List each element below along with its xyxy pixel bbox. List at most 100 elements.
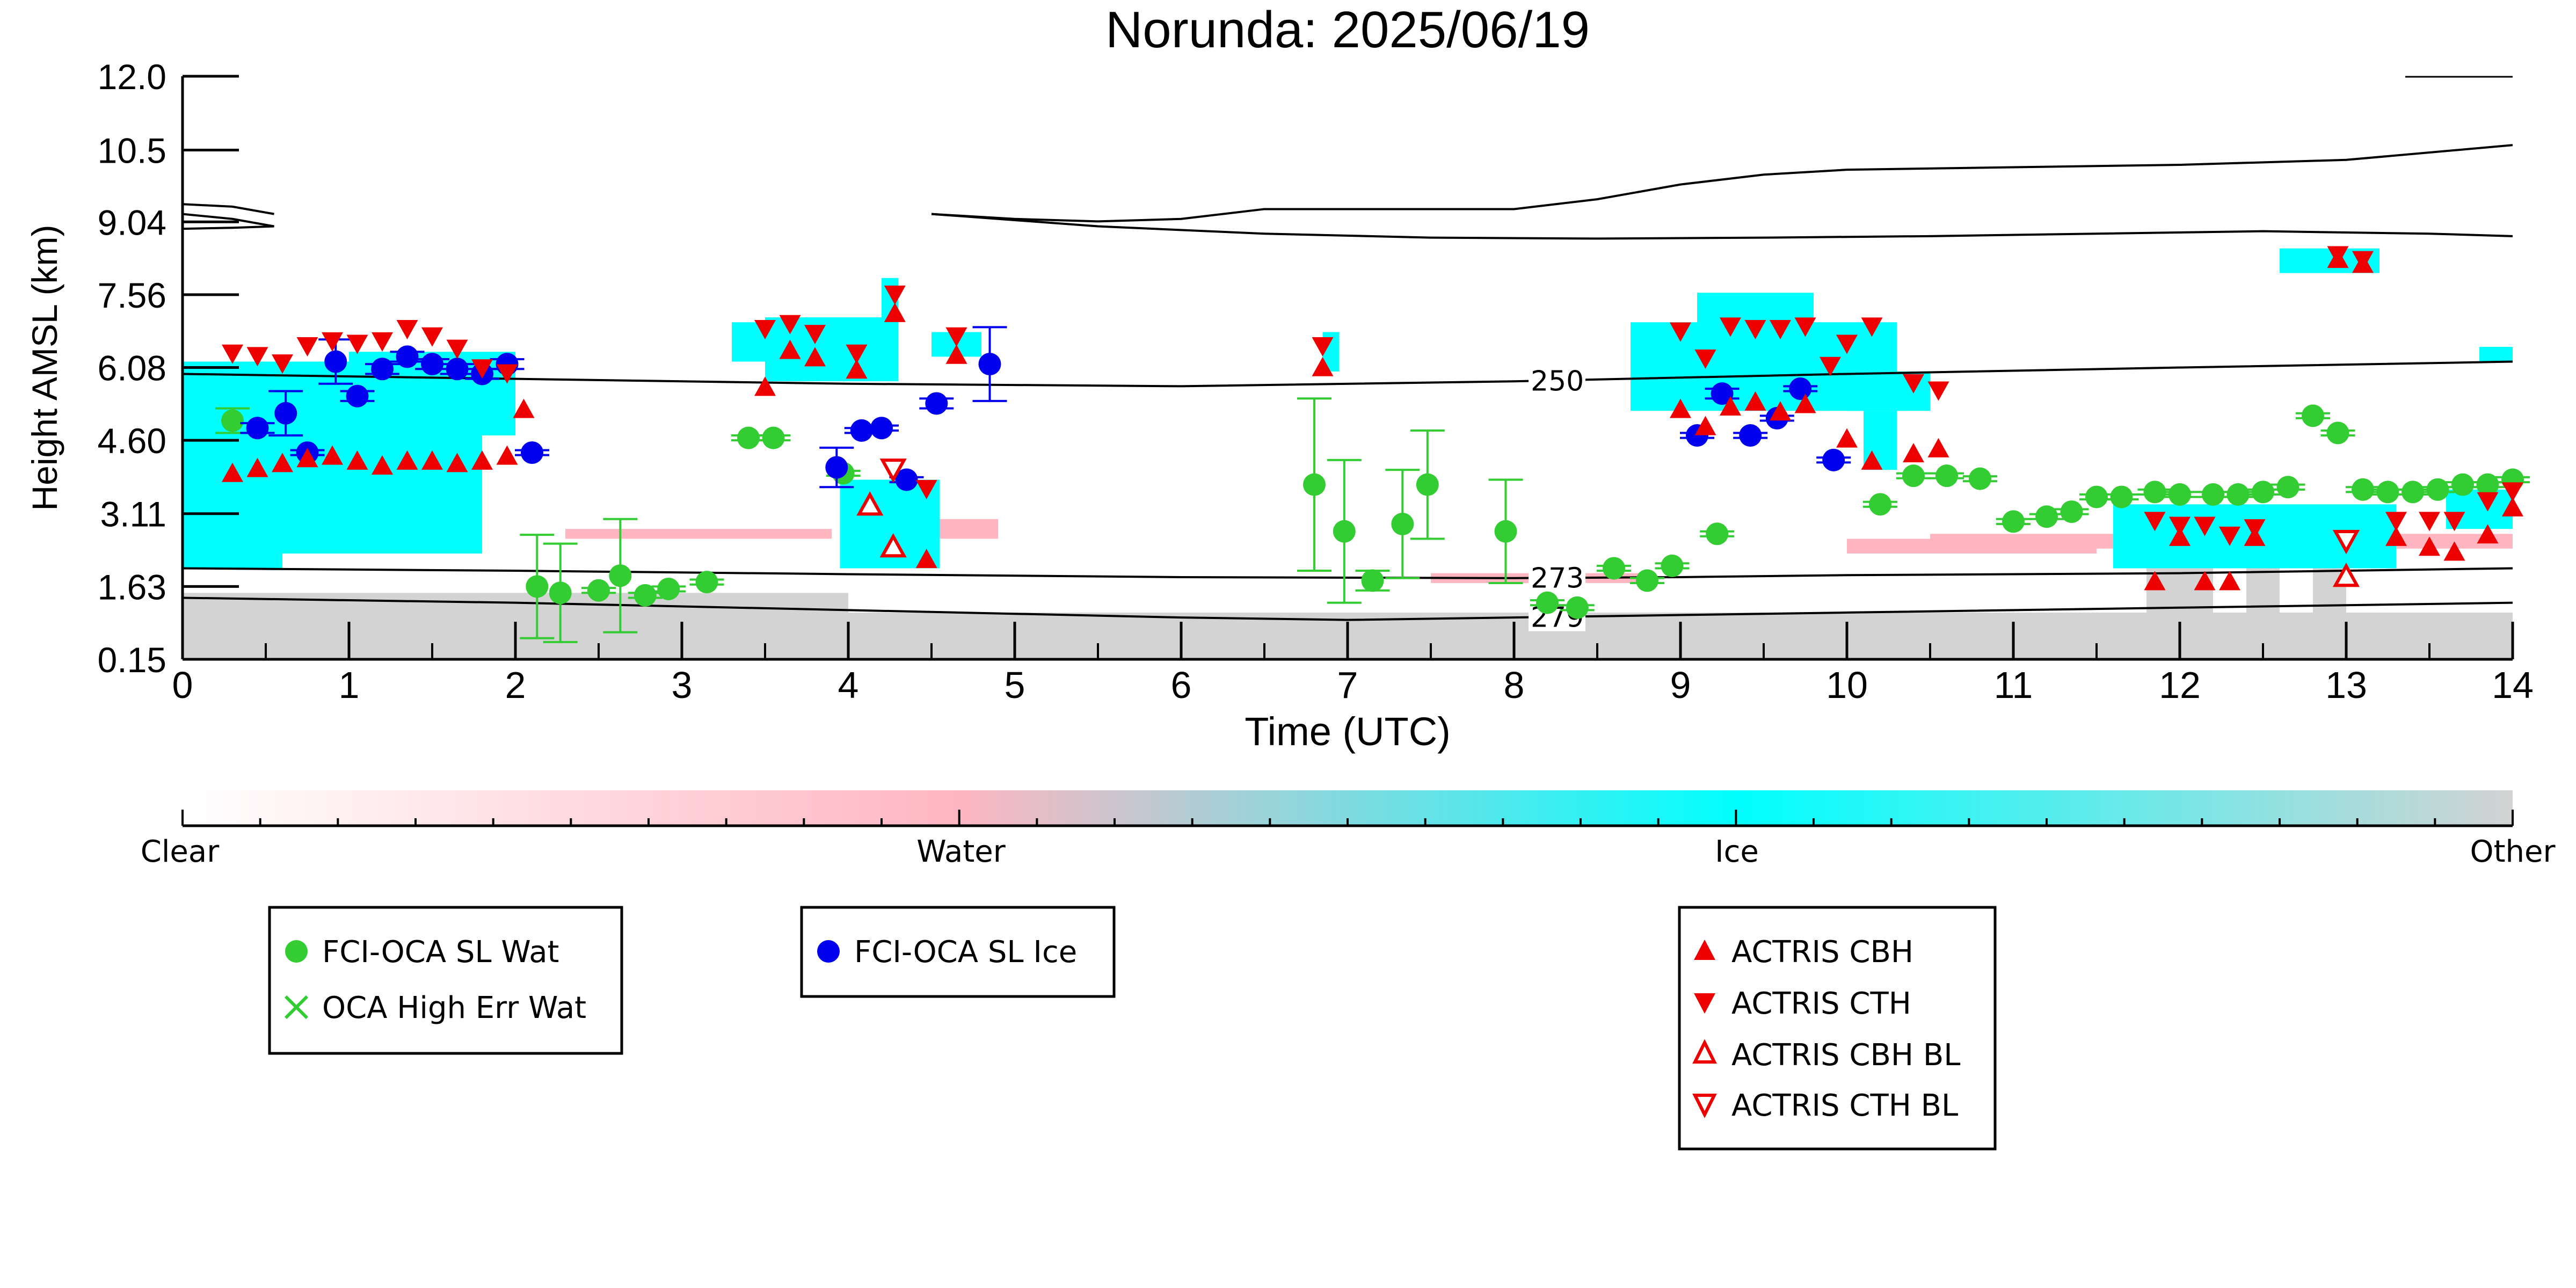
marker-triangle [846, 344, 868, 364]
point-actris-cth-27 [1836, 334, 1858, 354]
point-actris-cth-40 [2443, 512, 2465, 532]
x-tick-label: 14 [2492, 664, 2534, 706]
marker-circle [1935, 464, 1958, 487]
point-fci-oca-sl-wat-16 [1488, 478, 1523, 584]
point-actris-cbh-15 [804, 347, 826, 367]
point-fci-oca-sl-wat-1 [520, 534, 555, 639]
marker-circle [2169, 483, 2191, 506]
point-actris-cth-32 [2169, 516, 2191, 536]
legend-label-high-err: OCA High Err Wat [322, 991, 586, 1025]
marker-triangle [1670, 322, 1691, 342]
point-fci-oca-sl-wat-32 [2137, 481, 2172, 504]
marker-circle [521, 441, 543, 464]
marker-circle [895, 468, 918, 491]
x-tick-label: 5 [1005, 664, 1025, 706]
marker-circle [2002, 510, 2025, 533]
marker-circle [925, 392, 948, 415]
point-fci-oca-sl-wat-23 [1863, 493, 1897, 516]
cloud-mask-ice [2479, 347, 2513, 362]
tropopause-line-2 [931, 144, 2513, 223]
marker-circle [978, 353, 1001, 376]
point-actris-cbh-0 [222, 462, 243, 482]
y-tick-label: 7.56 [98, 275, 166, 315]
marker-triangle [346, 450, 368, 470]
marker-circle [549, 581, 572, 605]
marker-triangle [2502, 497, 2523, 516]
marker-triangle [446, 453, 468, 472]
marker-triangle [1903, 443, 1924, 463]
point-actris-cbh-12 [513, 398, 535, 418]
marker-triangle [2144, 571, 2166, 591]
marker-triangle [1794, 317, 1816, 337]
point-fci-oca-sl-wat-38 [2296, 404, 2330, 427]
marker-triangle [2419, 536, 2440, 556]
x-tick-label: 11 [1994, 664, 2033, 706]
point-actris-cbh-20 [1312, 356, 1334, 376]
point-actris-cth-19 [1312, 337, 1334, 357]
marker-circle [1739, 424, 1762, 447]
y-tick-label: 4.60 [98, 421, 166, 461]
point-fci-oca-sl-wat-3 [581, 579, 616, 602]
marker-triangle [1670, 398, 1691, 418]
marker-triangle [2419, 512, 2440, 532]
marker-triangle [1312, 356, 1334, 376]
legend-label-cbh: ACTRIS CBH [1731, 935, 1913, 970]
marker-triangle [322, 445, 343, 465]
y-axis-label: Height AMSL (km) [25, 224, 64, 511]
x-axis-ticks: 0 1 2 3 4 5 6 7 8 9 10 11 12 13 14 [172, 622, 2534, 706]
marker-circle [1706, 522, 1729, 545]
x-tick-label: 6 [1171, 664, 1192, 706]
legend-label-oca-wat: FCI-OCA SL Wat [322, 935, 559, 970]
marker-circle [2202, 483, 2224, 506]
marker-triangle [372, 455, 393, 475]
marker-circle [634, 584, 657, 607]
y-tick-label: 1.63 [98, 567, 166, 607]
point-actris-cbh-bl-2 [2332, 563, 2360, 587]
point-actris-cbh-14 [779, 339, 801, 359]
point-fci-oca-sl-wat-2 [543, 542, 578, 643]
y-tick-label: 6.08 [98, 348, 166, 388]
point-actris-cth-15 [846, 344, 868, 364]
point-fci-oca-sl-wat-25 [1930, 464, 1964, 487]
point-fci-oca-sl-ice-4 [340, 384, 375, 407]
x-tick-label: 2 [505, 664, 526, 706]
point-actris-cth-18 [945, 327, 967, 347]
legend-label-cth-bl: ACTRIS CTH BL [1731, 1088, 1958, 1123]
legend-actris: ACTRIS CBH ACTRIS CTH ACTRIS CBH BL ACTR… [1678, 906, 1997, 1151]
marker-triangle [421, 327, 443, 347]
marker-circle [1711, 382, 1734, 405]
point-fci-oca-sl-ice-16 [919, 392, 954, 415]
marker-triangle [1720, 396, 1741, 416]
legend-marker-cth-bl [1692, 1094, 1717, 1118]
point-actris-cbh-9 [446, 453, 468, 472]
marker-circle [324, 350, 347, 373]
marker-circle [2402, 481, 2424, 504]
cloud-mask-water [565, 529, 832, 539]
point-fci-oca-sl-ice-8 [440, 358, 475, 381]
x-tick-label: 13 [2325, 664, 2367, 706]
point-actris-cbh-17 [884, 302, 906, 322]
marker-triangle [1770, 401, 1791, 421]
point-actris-cth-41 [2477, 492, 2499, 512]
marker-triangle [2352, 251, 2374, 271]
legend-marker-oca-ice [817, 940, 840, 963]
point-actris-cth-8 [421, 327, 443, 347]
marker-circle [2352, 478, 2374, 501]
cloud-mask-water [1847, 539, 2097, 554]
marker-triangle [272, 354, 293, 374]
point-actris-cbh-27 [1836, 428, 1858, 448]
point-fci-oca-sl-ice-19 [1705, 382, 1740, 405]
y-tick-label: 12.0 [98, 57, 166, 97]
point-actris-cbh-10 [471, 450, 493, 470]
point-fci-oca-sl-ice-3 [318, 338, 353, 385]
point-actris-cth-42 [2502, 482, 2523, 502]
point-fci-oca-sl-wat-8 [731, 426, 766, 449]
contour-label-bg [1529, 365, 1585, 395]
point-actris-cbh-6 [372, 455, 393, 475]
y-tick-label: 3.11 [100, 494, 166, 534]
marker-triangle [1927, 381, 1949, 401]
marker-triangle [915, 479, 937, 499]
point-fci-oca-sl-wat-20 [1630, 569, 1664, 592]
point-actris-cth-17 [915, 479, 937, 499]
marker-circle [2451, 473, 2474, 496]
